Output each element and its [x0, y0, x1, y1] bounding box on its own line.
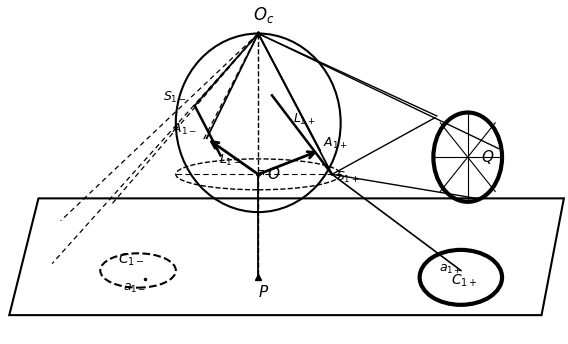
Text: $P$: $P$: [258, 284, 269, 300]
Text: $Q$: $Q$: [482, 148, 495, 166]
Text: $a_{1+}$: $a_{1+}$: [439, 263, 462, 276]
Text: $A_{1+}$: $A_{1+}$: [324, 136, 348, 151]
Text: $O_c$: $O_c$: [253, 5, 274, 25]
Text: $C_{1+}$: $C_{1+}$: [451, 272, 478, 289]
Text: $A_{1-}$: $A_{1-}$: [172, 122, 197, 137]
Text: $S_{1+}$: $S_{1+}$: [336, 170, 359, 185]
Text: $S_{1-}$: $S_{1-}$: [162, 89, 186, 105]
Text: $O$: $O$: [267, 166, 280, 182]
Text: $L_{1-}$: $L_{1-}$: [219, 153, 242, 168]
Text: $L_{1+}$: $L_{1+}$: [293, 112, 316, 127]
Polygon shape: [9, 198, 564, 315]
Text: $a_{1-}$: $a_{1-}$: [123, 282, 147, 295]
Text: $C_{1-}$: $C_{1-}$: [118, 251, 145, 268]
